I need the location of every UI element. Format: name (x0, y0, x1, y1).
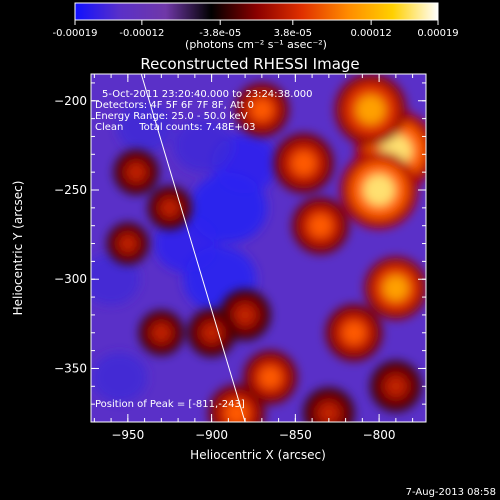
positive-source-core (160, 198, 179, 217)
peak-position-label: Position of Peak = [-811,-243] (95, 399, 245, 410)
x-tick-label: −800 (363, 428, 396, 442)
colorbar-tick-label: 0.00012 (350, 28, 391, 39)
colorbar-tick-label: 3.8e-05 (274, 28, 312, 39)
positive-source-core (385, 375, 407, 397)
x-tick-label: −950 (111, 428, 144, 442)
positive-source-core (119, 235, 137, 253)
colorbar-bar (75, 3, 438, 20)
annotation-block: 5-Oct-2011 23:20:40.000 to 23:24:38.000 … (95, 89, 313, 133)
positive-source-core (291, 151, 316, 176)
colorbar-frame (74, 2, 439, 21)
colorbar-ticks: -0.00019 -0.00012 -3.8e-05 3.8e-05 0.00012 0.… (53, 20, 459, 39)
colorbar-unit-label: (photons cm⁻² s⁻¹ asec⁻²) (185, 38, 327, 51)
positive-source-core (259, 366, 282, 389)
negative-source (173, 118, 234, 173)
colorbar-tick-label: -3.8e-05 (199, 28, 241, 39)
footer-timestamp: 7-Aug-2013 08:58 (406, 487, 496, 498)
positive-source-core (308, 214, 333, 238)
plot-frame (90, 73, 427, 423)
positive-source-core (234, 304, 256, 326)
y-tick-label: −250 (54, 183, 87, 197)
x-tick-label: −850 (279, 428, 312, 442)
y-tick-label: −200 (54, 94, 87, 108)
x-tick-label: −900 (195, 428, 228, 442)
positive-source-core (356, 95, 386, 125)
heatmap-image (91, 74, 426, 422)
colorbar-tick-label: -0.00019 (53, 28, 98, 39)
colorbar-tick-label: -0.00012 (119, 28, 164, 39)
positive-source-core (225, 401, 249, 422)
x-axis-label: Heliocentric X (arcsec) (190, 448, 326, 462)
solar-limb-line (140, 74, 246, 422)
negative-source (91, 352, 148, 403)
y-axis: −350 −300 −250 −200 (54, 82, 426, 423)
y-tick-label: −350 (54, 361, 87, 375)
annotation-clean-counts: Clean Total counts: 7.48E+03 (95, 122, 255, 133)
y-tick-label: −300 (54, 272, 87, 286)
y-axis-label: Heliocentric Y (arcsec) (11, 181, 25, 316)
x-axis: −950 −900 −850 −800 (93, 74, 414, 442)
chart-title: Reconstructed RHESSI Image (140, 55, 359, 73)
positive-source-core (363, 174, 395, 206)
annotation-energy-range: Energy Range: 25.0 - 50.0 keV (95, 111, 248, 122)
positive-source-core (342, 321, 366, 345)
negative-source (116, 102, 173, 153)
colorbar: -0.00019 -0.00012 -3.8e-05 3.8e-05 0.00012 0.… (53, 2, 459, 51)
positive-source-core (250, 98, 273, 121)
positive-source-core (201, 323, 222, 343)
annotation-detectors: Detectors: 4F 5F 6F 7F 8F, Att 0 (95, 100, 254, 111)
positive-source-core (127, 163, 146, 182)
positive-source-core (152, 323, 171, 342)
negative-source (91, 253, 141, 306)
positive-emission-layer (106, 74, 426, 422)
colorbar-tick-label: 0.00019 (417, 28, 458, 39)
positive-source-core (383, 275, 409, 301)
annotation-time-range: 5-Oct-2011 23:20:40.000 to 23:24:38.000 (102, 89, 313, 100)
positive-source-core (318, 402, 340, 422)
